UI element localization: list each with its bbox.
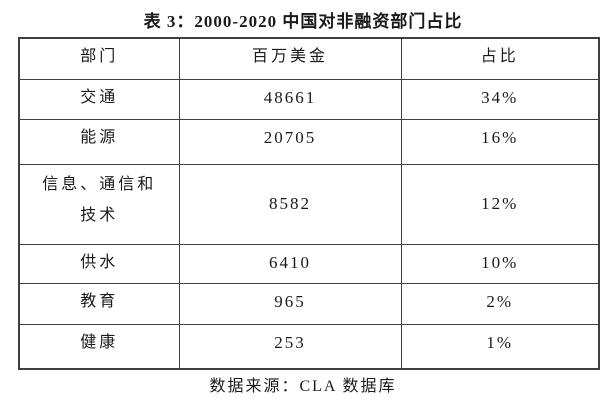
share-cell: 2% bbox=[400, 282, 600, 325]
share-cell: 16% bbox=[400, 118, 600, 165]
sector-cell: 能源 bbox=[18, 118, 180, 165]
sector-cell: 供水 bbox=[18, 243, 180, 284]
table-row-education: 教育 965 2% bbox=[18, 282, 600, 325]
table-row-transport: 交通 48661 34% bbox=[18, 78, 600, 120]
amount-cell: 253 bbox=[178, 323, 402, 370]
amount-cell: 20705 bbox=[178, 118, 402, 165]
col-header-amount: 百万美金 bbox=[178, 37, 402, 80]
amount-cell: 8582 bbox=[178, 163, 402, 245]
col-header-share: 占比 bbox=[400, 37, 600, 80]
sector-cell: 信息、通信和 技术 bbox=[18, 163, 180, 245]
table-row-ict: 信息、通信和 技术 8582 12% bbox=[18, 163, 600, 245]
table-row-health: 健康 253 1% bbox=[18, 323, 600, 370]
table-caption: 表 3：2000-2020 中国对非融资部门占比 bbox=[143, 12, 463, 31]
amount-cell: 965 bbox=[178, 282, 402, 325]
table-row-water: 供水 6410 10% bbox=[18, 243, 600, 284]
share-cell: 34% bbox=[400, 78, 600, 120]
amount-cell: 6410 bbox=[178, 243, 402, 284]
share-cell: 10% bbox=[400, 243, 600, 284]
share-cell: 1% bbox=[400, 323, 600, 370]
sector-cell: 健康 bbox=[18, 323, 180, 370]
data-source-note: 数据来源：CLA 数据库 bbox=[209, 378, 397, 395]
table-row-energy: 能源 20705 16% bbox=[18, 118, 600, 165]
share-cell: 12% bbox=[400, 163, 600, 245]
sector-cell: 教育 bbox=[18, 282, 180, 325]
sector-cell: 交通 bbox=[18, 78, 180, 120]
col-header-sector: 部门 bbox=[18, 37, 180, 80]
header-row: 部门 百万美金 占比 bbox=[18, 37, 600, 80]
amount-cell: 48661 bbox=[178, 78, 402, 120]
sector-table: 部门 百万美金 占比 交通 48661 34% 能源 20705 16% 信息、… bbox=[18, 37, 600, 370]
